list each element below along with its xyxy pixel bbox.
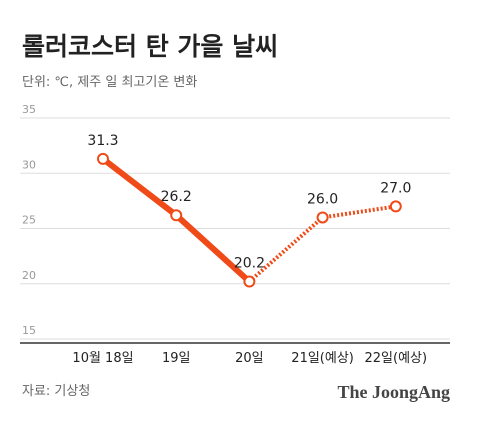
data-label: 31.3	[87, 133, 118, 149]
y-tick-label: 35	[22, 103, 36, 116]
y-tick-label: 20	[22, 269, 36, 282]
point	[243, 275, 256, 288]
x-tick-label: 19일	[162, 351, 191, 366]
chart-title: 롤러코스터 탄 가을 날씨	[22, 32, 278, 61]
data-label: 20.2	[234, 256, 265, 272]
point	[170, 209, 183, 222]
point	[316, 211, 329, 224]
x-tick-label: 10월 18일	[72, 351, 133, 366]
x-tick-label: 22일(예상)	[365, 351, 428, 366]
chart-subtitle: 단위: ℃, 제주 일 최고기온 변화	[22, 75, 197, 90]
x-tick-label: 20일	[235, 351, 264, 366]
y-tick-label: 25	[22, 214, 36, 227]
logo: The JoongAng	[337, 382, 450, 402]
point	[97, 152, 109, 165]
data-label: 26.2	[161, 189, 192, 205]
y-tick-label: 30	[22, 158, 36, 171]
data-label: 27.0	[380, 180, 411, 196]
source: 자료: 기상청	[22, 384, 90, 399]
data-label: 26.0	[307, 191, 338, 207]
y-tick-label: 15	[22, 324, 36, 337]
x-tick-label: 21일(예상)	[291, 351, 354, 366]
point	[389, 200, 402, 213]
